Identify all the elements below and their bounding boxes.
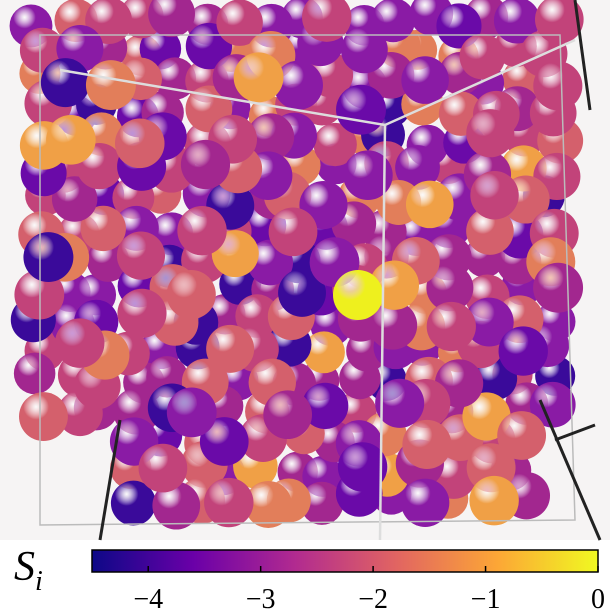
particle	[206, 325, 254, 373]
particle	[46, 115, 96, 165]
particle	[469, 476, 518, 525]
particle	[406, 181, 454, 229]
particle	[117, 289, 166, 338]
figure: Si −4 −3 −2 −1 0	[0, 0, 610, 613]
colorbar-tick-label: −2	[358, 584, 388, 613]
particle	[177, 206, 226, 255]
particle	[401, 479, 449, 527]
particle	[460, 34, 506, 80]
particle	[115, 119, 165, 169]
particle	[402, 420, 451, 469]
particle	[117, 232, 165, 280]
colorbar-symbol: S	[14, 544, 35, 590]
particle	[269, 208, 318, 257]
colorbar-subscript: i	[35, 566, 43, 597]
particle	[234, 52, 284, 102]
particle	[427, 302, 476, 351]
particle	[181, 140, 230, 189]
particle	[19, 392, 68, 441]
particle	[341, 26, 388, 73]
particle	[499, 326, 548, 375]
particle	[470, 171, 518, 219]
particle	[533, 263, 583, 313]
particle	[401, 56, 449, 104]
particle	[41, 58, 90, 107]
particle	[14, 353, 56, 395]
colorbar-tick-label: 0	[591, 584, 605, 613]
particle	[167, 387, 217, 437]
colorbar	[92, 550, 598, 572]
colorbar-tick-label: −3	[246, 584, 276, 613]
particle-scene	[0, 0, 610, 540]
colorbar-tick-label: −1	[471, 584, 501, 613]
particle	[204, 478, 253, 527]
particle	[333, 270, 383, 320]
colorbar-label: Si	[14, 544, 43, 597]
particle	[23, 232, 73, 282]
particle	[263, 390, 312, 439]
particle	[167, 270, 216, 319]
particle	[533, 61, 582, 110]
colorbar-tick-label: −4	[133, 584, 163, 613]
particle	[466, 109, 514, 157]
particle	[86, 60, 136, 110]
particle	[139, 444, 188, 493]
particle	[55, 318, 105, 368]
particle	[336, 85, 386, 135]
